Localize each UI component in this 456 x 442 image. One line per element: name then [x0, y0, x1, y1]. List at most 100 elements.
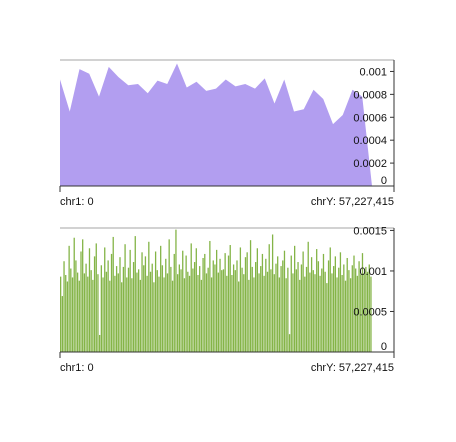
bar-mark: [304, 276, 306, 352]
bar-mark: [207, 267, 209, 352]
range-end-label: chrY: 57,227,415: [311, 196, 394, 208]
bar-mark: [93, 256, 96, 352]
bar-mark: [292, 273, 294, 352]
bar-mark: [266, 271, 269, 352]
bar-mark: [114, 275, 116, 352]
bar-mark: [83, 273, 86, 352]
bar-mark: [317, 261, 320, 352]
y-tick-label: 0.0008: [353, 89, 387, 101]
bar-mark: [307, 241, 309, 352]
bar-mark: [339, 252, 342, 352]
bar-mark: [312, 270, 314, 352]
bar-mark: [97, 274, 99, 352]
bar-mark: [275, 263, 277, 352]
bar-mark: [209, 240, 211, 352]
bar-mark: [126, 277, 128, 352]
bar-mark: [329, 247, 331, 352]
bar-mark: [251, 266, 253, 352]
y-tick-label: 0.0005: [353, 306, 387, 318]
bar-mark: [175, 229, 177, 352]
bar-mark: [161, 265, 164, 352]
bar-mark: [82, 239, 84, 352]
y-tick-label: 0.001: [359, 66, 387, 78]
bar-mark: [249, 240, 252, 352]
bar-mark: [271, 234, 274, 352]
bar-mark: [277, 256, 279, 352]
bar-mark: [305, 266, 308, 352]
bar-mark: [288, 334, 291, 352]
bar-mark: [363, 273, 365, 352]
bar-mark: [229, 245, 231, 352]
bar-mark: [219, 258, 221, 352]
bar-mark: [61, 296, 63, 352]
bar-mark: [100, 265, 102, 352]
bar-mark: [236, 260, 238, 352]
area-track: 0.001 0.0008 0.0006 0.0004 0.0002 0 chr1: 0 chr…: [59, 59, 395, 208]
bar-mark: [355, 268, 357, 352]
bar-mark: [294, 245, 296, 352]
bar-mark: [222, 269, 225, 352]
bar-mark: [239, 247, 242, 352]
y-tick-label: 0.0006: [353, 112, 387, 124]
bar-mark: [221, 270, 223, 352]
bar-mark: [165, 258, 167, 352]
bar-mark: [151, 263, 153, 352]
bar-mark: [241, 267, 243, 352]
bar-mark: [299, 279, 301, 352]
bar-mark: [124, 244, 126, 352]
bar-mark: [95, 243, 97, 352]
bar-mark: [87, 276, 89, 352]
bar-mark: [344, 280, 347, 352]
bar-mark: [127, 267, 130, 352]
bar-mark: [117, 273, 119, 352]
bar-mark: [278, 277, 281, 352]
bar-mark: [295, 269, 297, 352]
bar-mark: [261, 253, 264, 352]
bar-mark: [187, 271, 189, 352]
bar-mark: [148, 241, 150, 352]
bar-mark: [268, 244, 270, 352]
bar-mark: [110, 253, 113, 352]
bar-mark: [258, 273, 260, 352]
bar-mark: [290, 255, 292, 352]
bar-mark: [105, 271, 108, 352]
bar-mark: [260, 266, 262, 352]
bar-mark: [170, 266, 172, 352]
bar-mark: [160, 245, 162, 352]
range-start-label: chr1: 0: [60, 196, 94, 208]
bar-mark: [322, 253, 325, 352]
bar-mark: [336, 277, 338, 352]
bar-mark: [309, 272, 311, 352]
bar-mark: [168, 239, 170, 352]
bar-mark: [68, 245, 70, 352]
bar-mark: [319, 275, 321, 352]
bar-mark: [280, 266, 282, 352]
bar-mark: [107, 260, 109, 352]
y-tick-label: 0.0002: [353, 158, 387, 170]
bar-mark: [134, 236, 136, 352]
bar-mark: [131, 278, 133, 352]
bar-mark: [253, 277, 255, 352]
bar-mark: [119, 257, 121, 352]
bar-mark: [231, 275, 233, 352]
bar-mark: [146, 275, 148, 352]
bar-mark: [92, 279, 94, 352]
bar-mark: [185, 255, 187, 352]
bar-mark: [65, 275, 67, 352]
bar-mark: [343, 264, 345, 352]
bar-mark: [204, 253, 206, 352]
bar-mark: [324, 271, 326, 352]
bar-mark: [224, 253, 226, 352]
bar-mark: [210, 277, 213, 352]
bar-mark: [351, 265, 353, 352]
bar-track: 0.0015 0.001 0.0005 0 chr1: 0 chrY: 57,227,41…: [59, 225, 395, 374]
bar-mark: [338, 267, 340, 352]
bar-mark: [366, 271, 369, 352]
bar-mark: [248, 279, 250, 352]
bar-mark: [327, 260, 330, 352]
bar-mark: [188, 275, 191, 352]
bar-mark: [202, 257, 204, 352]
bar-mark: [232, 264, 235, 352]
bar-mark: [200, 279, 203, 352]
bar-mark: [243, 274, 245, 352]
